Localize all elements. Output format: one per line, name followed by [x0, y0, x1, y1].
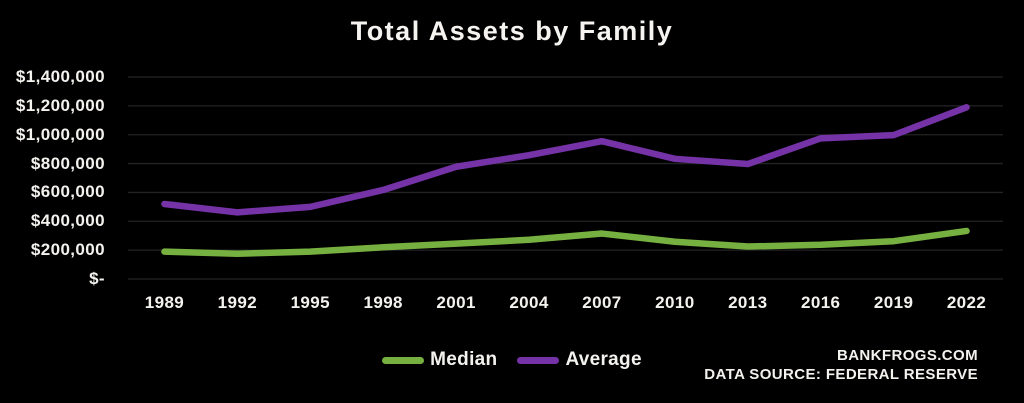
x-axis-tick-label: 2010	[655, 293, 695, 312]
footer: BANKFROGS.COM DATA SOURCE: FEDERAL RESER…	[704, 346, 978, 384]
x-axis-tick-label: 2001	[436, 293, 476, 312]
x-axis-tick-label: 2007	[582, 293, 622, 312]
x-axis-tick-label: 1989	[144, 293, 185, 312]
y-axis-tick-label: $400,000	[30, 211, 105, 231]
y-axis-tick-label: $200,000	[30, 240, 105, 260]
x-axis-tick-label: 2016	[800, 293, 841, 312]
legend-label-median: Median	[430, 349, 498, 370]
x-axis-tick-label: 1998	[363, 293, 403, 312]
footer-site: BANKFROGS.COM	[836, 347, 978, 364]
y-axis-tick-label: $-	[89, 269, 105, 288]
y-axis-tick-label: $1,400,000	[15, 67, 105, 86]
y-axis-tick-label: $1,200,000	[15, 95, 105, 115]
x-axis-tick-label: 1992	[217, 293, 258, 312]
legend-label-average: Average	[565, 349, 642, 370]
legend-item-median: Median	[382, 349, 497, 371]
chart-title: Total Assets by Family	[350, 16, 674, 46]
x-axis-tick-label: 1995	[290, 293, 330, 312]
y-axis-tick-label: $800,000	[30, 153, 105, 173]
x-axis-tick-label: 2013	[728, 293, 768, 312]
y-axis-tick-label: $600,000	[30, 182, 105, 202]
median-series-line	[161, 227, 970, 257]
x-axis-tick-label: 2004	[509, 293, 549, 312]
legend: Median Average	[0, 349, 1024, 371]
median-line-swatch	[382, 356, 425, 364]
x-axis-tick-label: 2022	[946, 293, 987, 312]
x-axis-tick-label: 2019	[873, 293, 914, 312]
y-axis-tick-label: $1,000,000	[15, 124, 105, 144]
footer-source: DATA SOURCE: FEDERAL RESERVE	[704, 366, 978, 383]
legend-item-average: Average	[517, 349, 642, 371]
average-series-line	[161, 104, 970, 216]
average-line-swatch	[517, 356, 560, 364]
